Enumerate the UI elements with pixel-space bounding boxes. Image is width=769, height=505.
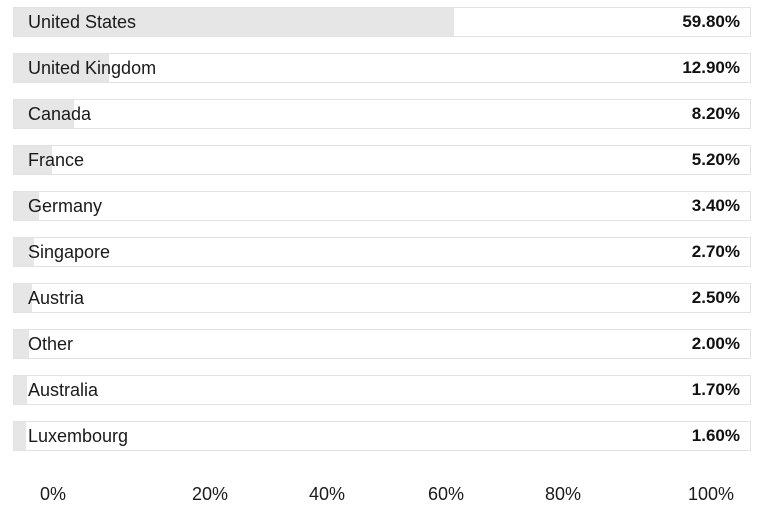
- bar-row: United Kingdom 12.90%: [13, 53, 751, 83]
- x-tick-label: 20%: [191, 484, 229, 504]
- category-label: United Kingdom: [28, 58, 157, 78]
- bar: [14, 100, 75, 128]
- bar-row: United States 59.80%: [13, 7, 751, 37]
- category-label: Singapore: [28, 242, 111, 262]
- value-label: 12.90%: [682, 58, 740, 77]
- bar-row: Luxembourg 1.60%: [13, 421, 751, 451]
- bar: [14, 8, 455, 36]
- bar-row: Canada 8.20%: [13, 99, 751, 129]
- bar: [14, 146, 53, 174]
- category-label: United States: [28, 12, 137, 32]
- category-label: Luxembourg: [28, 426, 129, 446]
- bar-row: Australia 1.70%: [13, 375, 751, 405]
- bar: [14, 376, 27, 404]
- value-label: 8.20%: [691, 104, 740, 123]
- bar: [14, 422, 26, 450]
- bar: [14, 284, 33, 312]
- x-tick-label: 40%: [308, 484, 346, 504]
- x-tick-label: 80%: [544, 484, 582, 504]
- value-label: 1.60%: [691, 426, 740, 445]
- bar-row: Other 2.00%: [13, 329, 751, 359]
- bar: [14, 238, 34, 266]
- value-label: 2.50%: [691, 288, 740, 307]
- bar-row: France 5.20%: [13, 145, 751, 175]
- value-label: 2.00%: [691, 334, 740, 353]
- category-label: France: [28, 150, 85, 170]
- category-label: Australia: [28, 380, 99, 400]
- x-tick-label: 100%: [687, 484, 735, 504]
- x-tick-label: 0%: [39, 484, 67, 504]
- bar-row: Austria 2.50%: [13, 283, 751, 313]
- category-label: Austria: [28, 288, 85, 308]
- bar: [14, 330, 29, 358]
- bar: [14, 192, 40, 220]
- value-label: 1.70%: [691, 380, 740, 399]
- value-label: 5.20%: [691, 150, 740, 169]
- category-label: Germany: [28, 196, 103, 216]
- value-label: 59.80%: [682, 12, 740, 31]
- value-label: 3.40%: [691, 196, 740, 215]
- category-label: Other: [28, 334, 74, 354]
- value-label: 2.70%: [691, 242, 740, 261]
- bar-row: Singapore 2.70%: [13, 237, 751, 267]
- x-tick-label: 60%: [427, 484, 465, 504]
- bar: [14, 54, 109, 82]
- category-label: Canada: [28, 104, 92, 124]
- bar-row: Germany 3.40%: [13, 191, 751, 221]
